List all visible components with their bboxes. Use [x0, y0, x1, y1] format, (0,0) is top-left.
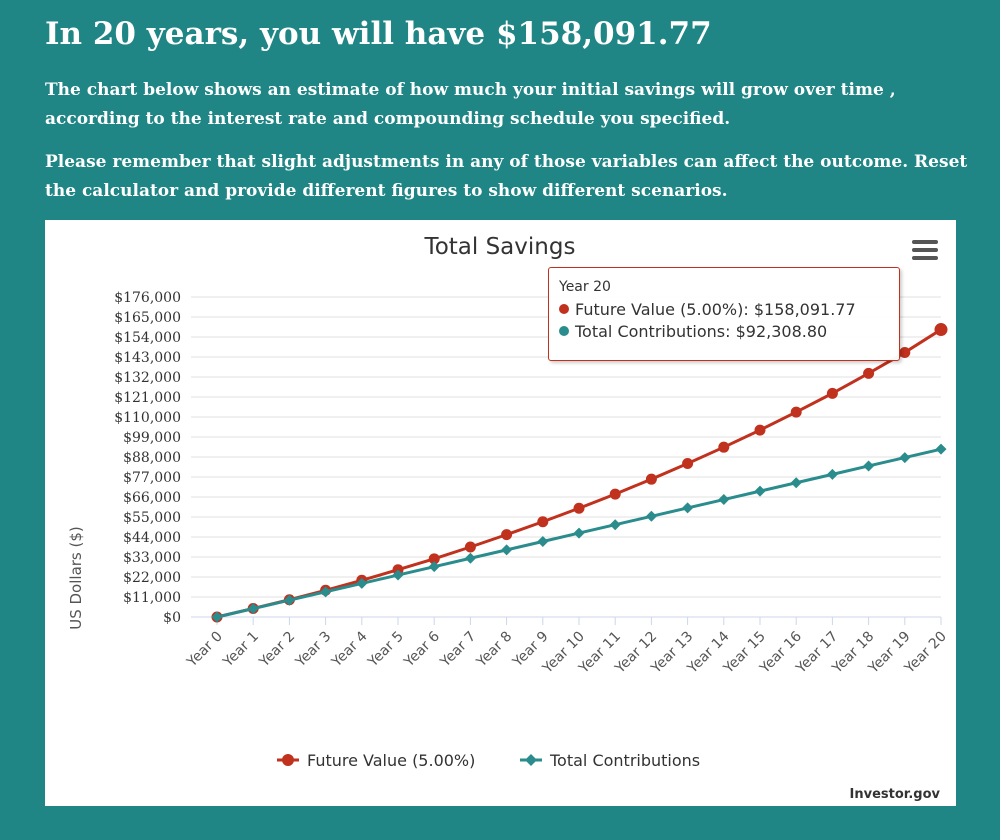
- legend-circle-icon: [282, 754, 294, 766]
- contributions-point[interactable]: [573, 527, 585, 539]
- tooltip-header: Year 20: [559, 279, 611, 295]
- future-value-point[interactable]: [934, 323, 948, 337]
- contributions-point[interactable]: [428, 561, 440, 573]
- tooltip-future-label: Future Value (5.00%): [575, 300, 744, 319]
- series-layer: [211, 323, 948, 623]
- contributions-point[interactable]: [247, 603, 259, 615]
- contributions-point[interactable]: [682, 502, 694, 514]
- credit-link[interactable]: Investor.gov: [849, 787, 940, 802]
- contributions-point[interactable]: [718, 494, 730, 506]
- contributions-dot-icon: [559, 326, 569, 336]
- y-tick-label: $44,000: [123, 530, 181, 546]
- contributions-point[interactable]: [356, 577, 368, 589]
- y-tick-label: $77,000: [123, 470, 181, 486]
- y-tick-label: $165,000: [114, 310, 181, 326]
- y-tick-label: $66,000: [123, 490, 181, 506]
- chart-title: Total Savings: [424, 234, 576, 260]
- hamburger-menu-icon-bar: [912, 248, 938, 252]
- contributions-point[interactable]: [645, 510, 657, 522]
- hamburger-menu-icon: [912, 240, 938, 244]
- hamburger-menu-icon-bar: [912, 256, 938, 260]
- y-tick-label: $99,000: [123, 430, 181, 446]
- y-tick-label: $176,000: [114, 290, 181, 306]
- tooltip-row-future-value: Future Value (5.00%): $158,091.77: [559, 299, 889, 321]
- future-value-dot-icon: [559, 304, 569, 314]
- y-tick-label: $33,000: [123, 550, 181, 566]
- y-tick-label: $132,000: [114, 370, 181, 386]
- future-value-point[interactable]: [863, 367, 875, 379]
- future-value-point[interactable]: [464, 541, 476, 553]
- y-tick-label: $55,000: [123, 510, 181, 526]
- x-tick-label: Year 8: [473, 629, 515, 671]
- y-tick-label: $154,000: [114, 330, 181, 346]
- x-tick-label: Year 7: [437, 629, 479, 671]
- future-value-point[interactable]: [790, 406, 802, 418]
- y-axis-label: US Dollars ($): [67, 526, 85, 630]
- chart-canvas: Total Savings US Dollars ($) $0 $11,000 $2…: [67, 234, 950, 770]
- y-tick-label: $0: [163, 610, 181, 626]
- contributions-point[interactable]: [790, 477, 802, 489]
- contributions-point[interactable]: [464, 552, 476, 564]
- legend-label: Future Value (5.00%): [307, 751, 475, 770]
- chart-menu-button[interactable]: [912, 240, 938, 262]
- contributions-point[interactable]: [863, 460, 875, 472]
- tooltip-contrib-label: Total Contributions: [575, 322, 726, 341]
- contributions-point[interactable]: [754, 485, 766, 497]
- contributions-point[interactable]: [609, 519, 621, 531]
- legend-item-future-value[interactable]: Future Value (5.00%): [277, 751, 475, 770]
- y-tick-label: $143,000: [114, 350, 181, 366]
- legend-item-contributions[interactable]: Total Contributions: [520, 751, 700, 770]
- contributions-point[interactable]: [320, 586, 332, 598]
- future-value-point[interactable]: [645, 473, 657, 485]
- contributions-point[interactable]: [899, 452, 911, 464]
- tooltip-contrib-value: $92,308.80: [735, 322, 828, 341]
- contributions-point[interactable]: [537, 535, 549, 547]
- result-headline: In 20 years, you will have $158,091.77: [45, 16, 712, 52]
- future-value-point[interactable]: [573, 502, 585, 514]
- future-value-point[interactable]: [537, 516, 549, 528]
- future-value-point[interactable]: [609, 488, 621, 500]
- future-value-point[interactable]: [754, 424, 766, 436]
- tooltip-row-contributions: Total Contributions: $92,308.80: [559, 321, 889, 343]
- legend-label: Total Contributions: [549, 751, 700, 770]
- future-value-point[interactable]: [501, 529, 513, 541]
- y-tick-label: $110,000: [114, 410, 181, 426]
- contributions-point[interactable]: [501, 544, 513, 556]
- total-savings-chart: Total Savings US Dollars ($) $0 $11,000 $2…: [45, 220, 956, 806]
- x-tick-label: Year 0: [183, 629, 225, 671]
- future-value-point[interactable]: [682, 458, 694, 470]
- y-tick-label: $121,000: [114, 390, 181, 406]
- intro-paragraph-reminder: Please remember that slight adjustments …: [45, 152, 968, 201]
- contributions-point[interactable]: [826, 468, 838, 480]
- x-tick-label: Year 3: [292, 629, 334, 671]
- future-value-point[interactable]: [718, 441, 730, 453]
- future-value-point[interactable]: [826, 387, 838, 399]
- y-tick-label: $22,000: [123, 570, 181, 586]
- legend-diamond-icon: [525, 754, 537, 766]
- y-axis-ticks: $0 $11,000 $22,000 $33,000 $44,000 $55,000 $66…: [114, 290, 181, 626]
- tooltip-future-value: $158,091.77: [753, 300, 856, 319]
- x-tick-label: Year 2: [256, 629, 298, 671]
- future-value-point[interactable]: [899, 346, 911, 358]
- contributions-point[interactable]: [935, 443, 947, 455]
- contributions-point[interactable]: [283, 594, 295, 606]
- intro-paragraph-chart: The chart below shows an estimate of how…: [45, 80, 896, 129]
- y-tick-label: $11,000: [123, 590, 181, 606]
- x-tick-label: Year 6: [401, 628, 443, 670]
- x-tick-label: Year 5: [364, 629, 406, 671]
- x-tick-label: Year 4: [328, 628, 370, 670]
- future-value-point[interactable]: [428, 553, 440, 565]
- chart-tooltip: Year 20 Future Value (5.00%): $158,091.7…: [548, 267, 900, 361]
- x-tick-label: Year 1: [220, 629, 262, 671]
- contributions-point[interactable]: [211, 611, 223, 623]
- chart-legend[interactable]: Future Value (5.00%) Total Contributions: [277, 751, 700, 770]
- y-tick-label: $88,000: [123, 450, 181, 466]
- contributions-point[interactable]: [392, 569, 404, 581]
